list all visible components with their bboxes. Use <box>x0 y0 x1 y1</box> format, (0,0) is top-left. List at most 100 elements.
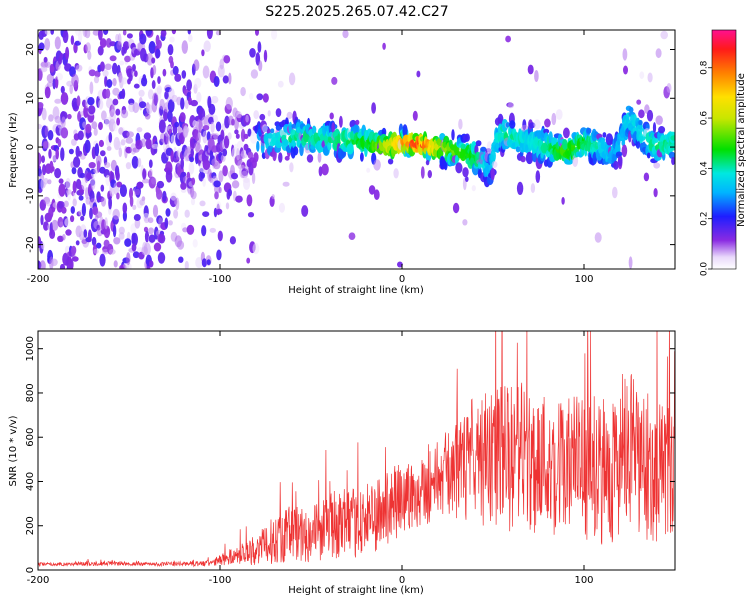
spectral-cell <box>46 81 54 88</box>
spectral-cell <box>144 230 150 243</box>
spectral-cell <box>99 61 105 72</box>
spectral-cell <box>106 146 112 151</box>
spectral-cell <box>208 103 216 115</box>
snr-y-ticks: 0 200 400 600 800 1000 <box>25 336 675 573</box>
colorbar-tick-label: 0.0 <box>700 262 710 277</box>
spectral-cell <box>184 209 190 218</box>
spectrogram-x-label: Height of straight line (km) <box>288 285 424 296</box>
spectral-cell <box>75 64 83 72</box>
spectral-cell <box>71 256 79 262</box>
spectral-cell <box>57 138 62 148</box>
spectral-cell <box>88 162 96 169</box>
spectral-cell <box>217 230 223 242</box>
spectral-cell <box>235 195 243 203</box>
snr-frame <box>37 330 676 571</box>
snr-x-label: Height of straight line (km) <box>288 585 424 596</box>
spectral-cell <box>148 41 156 54</box>
spectral-cell <box>174 73 182 82</box>
spectral-cell <box>339 115 343 128</box>
spectral-cell <box>139 199 145 206</box>
spectral-cell <box>223 55 231 64</box>
spectral-cell <box>211 95 219 104</box>
spectral-cell <box>215 121 222 132</box>
spectral-cell <box>68 258 74 269</box>
spectral-cell <box>250 131 258 144</box>
spectral-cell <box>44 38 51 51</box>
spectral-cell <box>129 195 134 207</box>
spectral-cell <box>98 99 104 110</box>
spectral-cell <box>267 110 271 117</box>
spectral-cell <box>108 249 116 255</box>
spectral-cell <box>329 112 334 120</box>
spectral-cell <box>202 177 206 187</box>
spectral-cell <box>84 30 91 39</box>
spectral-cell <box>55 148 59 160</box>
spectral-cell <box>134 70 138 77</box>
spectral-cell <box>69 84 73 95</box>
spectral-cell <box>393 168 399 179</box>
spectral-cell <box>176 240 185 250</box>
spectral-cell <box>70 215 75 223</box>
spectral-cell <box>91 236 97 246</box>
spectral-cell <box>158 233 166 244</box>
spectral-cell <box>70 245 77 255</box>
spectral-cell <box>81 203 86 217</box>
x-tick-label: 100 <box>574 575 593 586</box>
spectral-cell <box>534 70 539 82</box>
spectral-cell <box>60 111 68 121</box>
spectral-cell <box>628 256 633 269</box>
spectral-cell <box>247 151 254 159</box>
spectral-cell <box>158 119 166 134</box>
spectral-cell <box>206 259 211 266</box>
spectral-cell <box>622 48 628 61</box>
spectral-cell <box>60 85 65 94</box>
spectral-cell <box>164 90 169 100</box>
spectral-cell <box>157 89 162 101</box>
spectral-cell <box>151 177 157 185</box>
spectral-cell <box>116 181 123 188</box>
spectral-cell <box>151 80 156 89</box>
spectral-cell <box>61 206 67 214</box>
spectral-cell <box>249 92 254 100</box>
spectral-cell <box>115 108 121 116</box>
spectral-cell <box>271 30 278 40</box>
spectral-cell <box>50 258 58 267</box>
spectral-cell <box>144 112 151 120</box>
spectral-cell <box>235 133 240 139</box>
y-tick-label: -10 <box>25 188 36 204</box>
spectral-cell <box>164 217 169 229</box>
spectral-cell <box>535 170 541 184</box>
spectral-cell <box>225 202 230 210</box>
spectral-cell <box>62 30 69 43</box>
spectral-cell <box>251 172 256 185</box>
spectral-cell <box>193 59 200 71</box>
colorbar: 0.0 0.2 0.4 0.6 0.8 Normalized spectral ampl… <box>700 29 747 277</box>
spectral-cell <box>639 71 645 79</box>
spectral-cell <box>148 227 154 235</box>
spectral-cell <box>533 119 541 130</box>
spectral-cell <box>660 30 668 40</box>
spectral-cell <box>253 110 259 120</box>
spectral-cell <box>460 143 467 150</box>
spectral-cell <box>84 139 91 153</box>
spectral-cell <box>203 40 211 52</box>
spectral-cell <box>186 224 195 235</box>
spectral-cell <box>192 239 198 248</box>
spectral-cell <box>125 162 132 170</box>
spectral-cell <box>262 93 269 103</box>
spectral-cell <box>120 109 129 119</box>
x-tick-label: -100 <box>209 575 232 586</box>
spectral-cell <box>83 229 88 238</box>
spectral-cell <box>162 68 167 77</box>
spectral-cell <box>218 186 222 194</box>
spectral-cell <box>151 143 159 149</box>
spectral-cell <box>80 215 85 221</box>
spectral-cell <box>108 132 113 143</box>
spectral-cell <box>38 42 45 51</box>
spectral-cell <box>126 252 131 266</box>
spectral-cell <box>171 30 177 35</box>
spectral-cell <box>94 143 100 157</box>
spectral-cell <box>179 112 186 123</box>
spectral-cell <box>638 123 643 130</box>
spectral-cell <box>49 63 55 73</box>
